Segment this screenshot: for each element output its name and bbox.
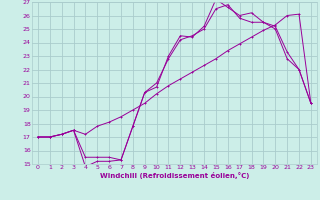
X-axis label: Windchill (Refroidissement éolien,°C): Windchill (Refroidissement éolien,°C): [100, 172, 249, 179]
